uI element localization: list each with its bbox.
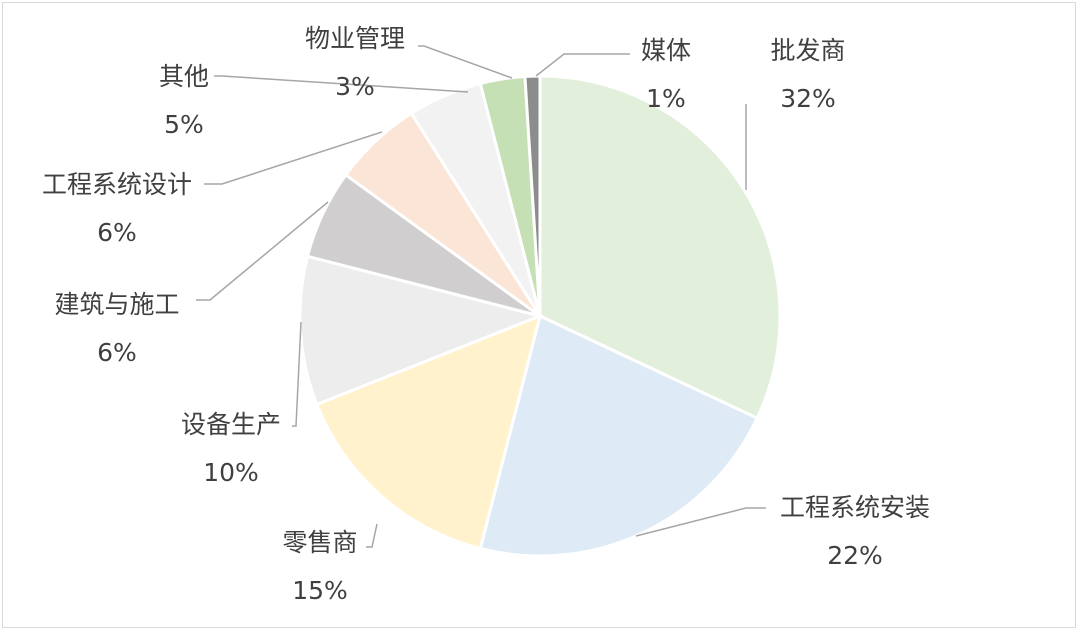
pie-slice-0 xyxy=(538,74,782,421)
pie-slice-2 xyxy=(314,313,543,551)
pie-slice-1 xyxy=(478,313,760,558)
slice-label-8: 媒体 xyxy=(641,36,691,65)
slice-percent-6: 5% xyxy=(164,110,204,139)
slice-label-1: 工程系统安装 xyxy=(780,493,930,522)
data-labels: 批发商 32% 工程系统安装 22% 零售商 15% 设备生产 10% 建筑与施工 6% 工程系统设… xyxy=(42,24,930,605)
leader-line-3 xyxy=(292,321,302,427)
slice-percent-5: 6% xyxy=(97,218,137,247)
leader-line-6 xyxy=(214,75,469,93)
pie-slice-8 xyxy=(523,74,542,317)
slice-label-0: 批发商 xyxy=(770,36,845,65)
leader-line-2 xyxy=(366,523,378,548)
slice-percent-0: 32% xyxy=(780,84,836,113)
slice-label-6: 其他 xyxy=(159,62,209,91)
leader-lines xyxy=(196,45,766,548)
slice-label-5: 工程系统设计 xyxy=(42,170,192,199)
leader-line-4 xyxy=(196,201,329,301)
leader-line-7 xyxy=(418,45,513,79)
slice-label-4: 建筑与施工 xyxy=(54,290,179,319)
slice-label-7: 物业管理 xyxy=(305,24,405,53)
slice-percent-1: 22% xyxy=(827,541,883,570)
pie-slices xyxy=(298,74,782,558)
slice-percent-2: 15% xyxy=(292,576,348,605)
leader-line-8 xyxy=(535,53,630,77)
slice-percent-8: 1% xyxy=(646,84,686,113)
slice-label-2: 零售商 xyxy=(282,528,357,557)
slice-percent-7: 3% xyxy=(335,72,375,101)
leader-line-5 xyxy=(204,131,383,185)
leader-line-1 xyxy=(635,507,766,537)
slice-percent-4: 6% xyxy=(97,338,137,367)
slice-percent-3: 10% xyxy=(203,458,259,487)
slice-label-3: 设备生产 xyxy=(181,410,281,439)
